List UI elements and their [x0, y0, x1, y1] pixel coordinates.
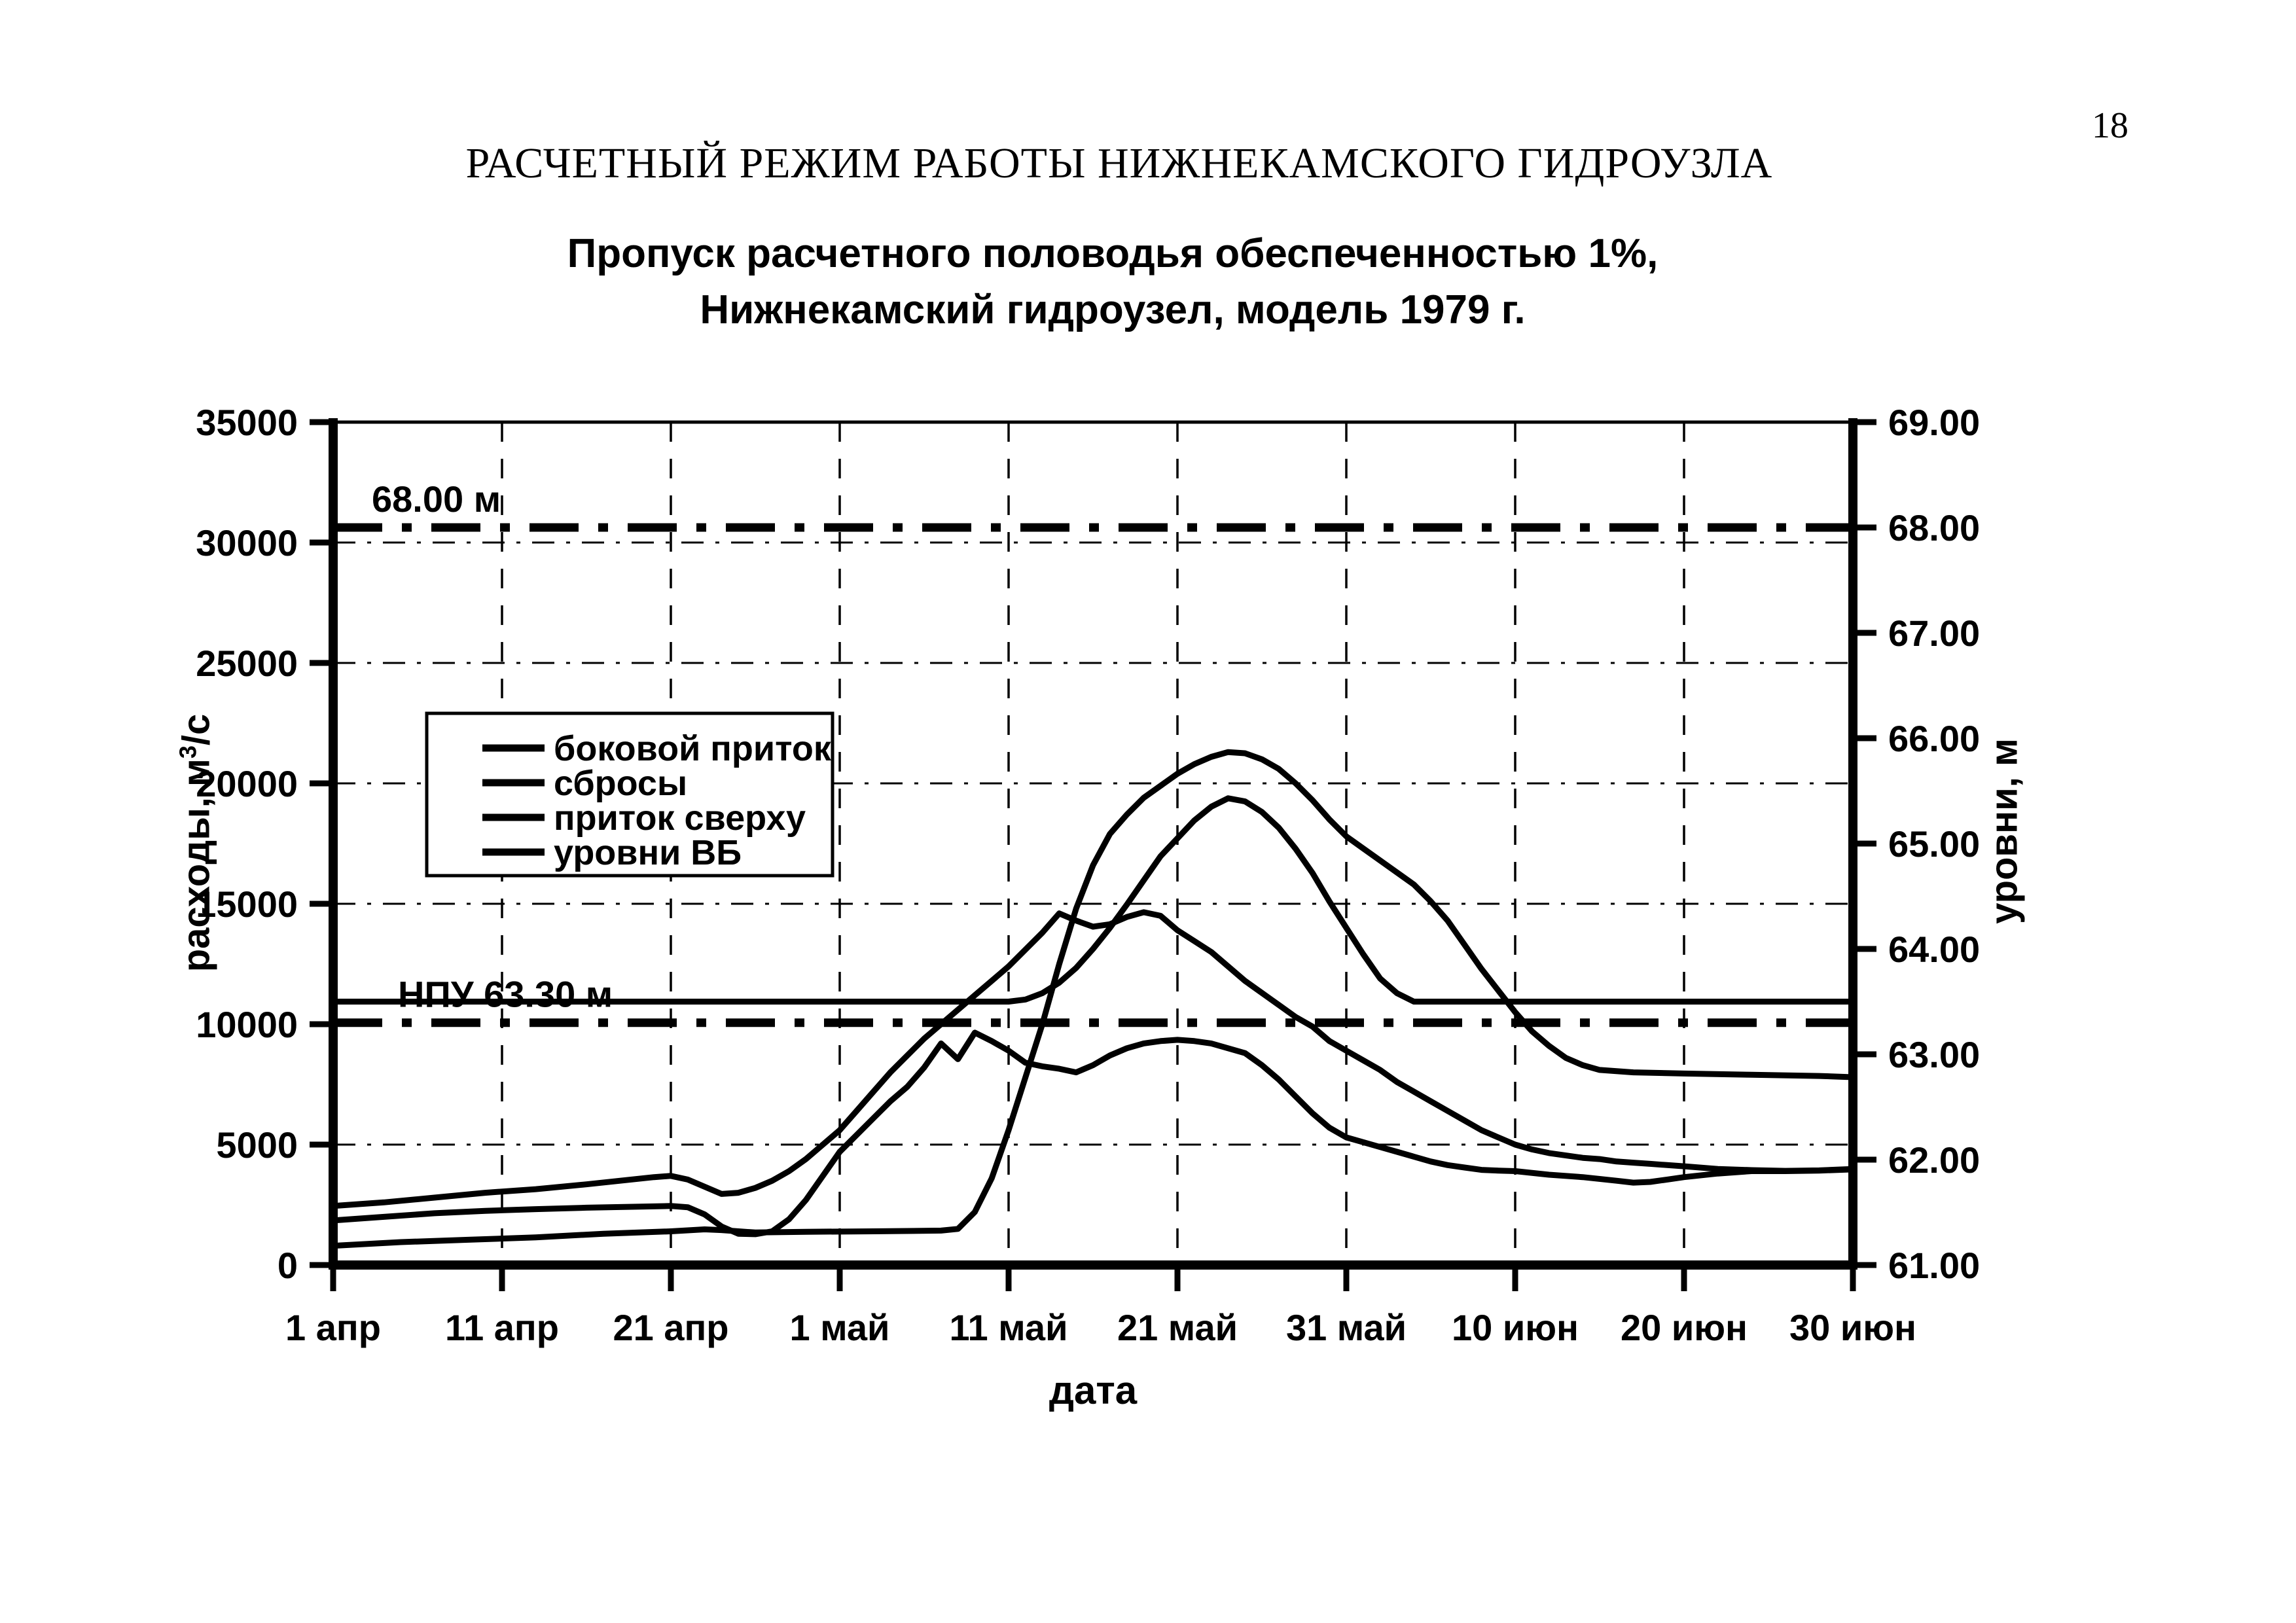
series-line-upstream-levels: [330, 795, 1856, 1005]
y-axis-left-tick-label: 10000: [196, 1004, 298, 1045]
y-axis-left-tick-label: 15000: [196, 883, 298, 925]
reference-line-label-1: НПУ 63.30 м: [398, 974, 613, 1015]
y-axis-left-tick-label: 30000: [196, 522, 298, 563]
page-number: 18: [2092, 105, 2128, 146]
legend-label-releases: сбросы: [554, 764, 687, 803]
y-axis-right-tick-label: 63.00: [1888, 1034, 1980, 1075]
series-line-lateral-inflow: [330, 909, 1856, 1209]
series-line-upstream-inflow: [330, 749, 1856, 1249]
y-axis-right-tick-label: 68.00: [1888, 507, 1980, 548]
chart-title-line1: Пропуск расчетного половодья обеспеченно…: [567, 231, 1659, 276]
legend-label-upstream-inflow: приток сверху: [554, 798, 806, 838]
series-line-releases: [330, 1029, 1856, 1238]
y-axis-left-tick-label: 35000: [196, 402, 298, 443]
y-axis-right-tick-label: 67.00: [1888, 613, 1980, 654]
legend: боковой приток сбросы приток сверху уров…: [425, 711, 834, 878]
x-axis-tick-label: 21 май: [1117, 1307, 1238, 1348]
y-axis-left-tick-label: 5000: [216, 1124, 298, 1166]
y-axis-right-tick-label: 66.00: [1888, 718, 1980, 759]
x-axis-tick-label: 11 апр: [445, 1307, 559, 1348]
y-axis-right-tick-label: 69.00: [1888, 402, 1980, 443]
x-axis-tick-label: 21 апр: [613, 1307, 728, 1348]
document-title: РАСЧЕТНЫЙ РЕЖИМ РАБОТЫ НИЖНЕКАМСКОГО ГИД…: [465, 139, 1773, 187]
series-lines: [330, 749, 1856, 1249]
y-axis-right-tick-label: 62.00: [1888, 1139, 1980, 1181]
y-axis-right-tick-label: 61.00: [1888, 1245, 1980, 1286]
legend-label-lateral-inflow: боковой приток: [554, 729, 832, 768]
legend-label-upstream-levels: уровни ВБ: [554, 833, 742, 872]
y-axis-left-tick-label: 25000: [196, 643, 298, 684]
chart-title-line2: Нижнекамский гидроузел, модель 1979 г.: [700, 287, 1526, 332]
x-axis-tick-label: 20 июн: [1621, 1307, 1748, 1348]
y-axis-left-tick-label: 20000: [196, 763, 298, 804]
reference-line-label-0: 68.00 м: [372, 478, 501, 520]
axis-ticks: 0 5000 10000 15000 20000 25000 30000 35000 61.00…: [196, 402, 1980, 1348]
y-axis-left-tick-label: 0: [278, 1245, 298, 1286]
reference-lines: 68.00 м НПУ 63.30 м: [333, 478, 1853, 1027]
x-axis-tick-label: 1 апр: [285, 1307, 381, 1348]
x-axis-title: дата: [1049, 1368, 1138, 1412]
x-axis-tick-label: 10 июн: [1452, 1307, 1579, 1348]
x-axis-tick-label: 1 май: [790, 1307, 890, 1348]
x-axis-tick-label: 31 май: [1286, 1307, 1407, 1348]
x-axis-tick-label: 30 июн: [1789, 1307, 1916, 1348]
x-axis-tick-label: 11 май: [949, 1307, 1067, 1348]
y-axis-right-tick-label: 64.00: [1888, 929, 1980, 970]
y-axis-right-tick-label: 65.00: [1888, 823, 1980, 865]
